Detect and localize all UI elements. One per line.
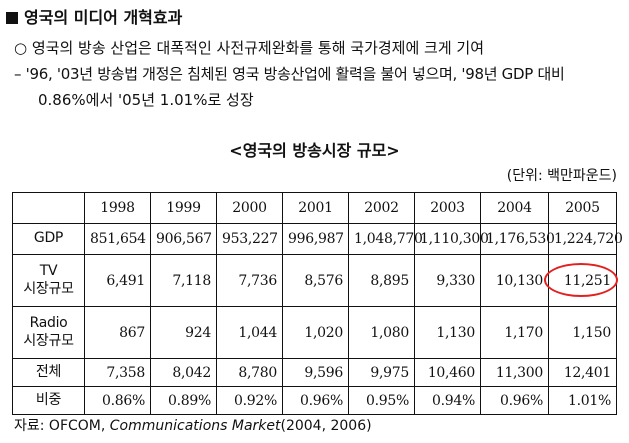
value-cell: 906,567 — [150, 223, 217, 255]
year-header: 2005 — [548, 192, 617, 224]
row-label: Radio 시장규모 — [12, 306, 85, 359]
source-suffix: (2004, 2006) — [280, 418, 372, 434]
value-cell: 1,080 — [348, 306, 415, 359]
detail-text-line1: – '96, '03년 방송법 개정은 침체된 영국 방송산업에 활력을 불어 … — [14, 65, 565, 83]
value-cell: 1,224,720 — [548, 223, 623, 255]
value-cell: 851,654 — [84, 223, 151, 255]
value-cell: 8,042 — [150, 358, 217, 387]
value-cell: 7,118 — [150, 254, 217, 307]
value-cell: 6,491 — [84, 254, 151, 307]
table-header-row: 1998 1999 2000 2001 2002 2003 2004 2005 — [12, 192, 617, 224]
value-cell: 996,987 — [282, 223, 349, 255]
section-heading-text: 영국의 미디어 개혁효과 — [24, 8, 183, 27]
value-cell: 8,576 — [282, 254, 349, 307]
value-cell: 1,176,530 — [480, 223, 555, 255]
value-cell: 9,596 — [282, 358, 349, 387]
broadcast-market-table: 1998 1999 2000 2001 2002 2003 2004 2005 GDP 851,6… — [12, 192, 623, 415]
value-cell: 0.96% — [480, 386, 549, 415]
value-cell: 1,150 — [548, 306, 617, 359]
highlighted-value: 11,251 — [544, 262, 618, 297]
table-row: 전체 7,358 8,042 8,780 9,596 9,975 10,460 11,300 1… — [12, 358, 617, 387]
row-label: 비중 — [12, 386, 85, 415]
value-cell: 12,401 — [548, 358, 617, 387]
value-cell: 0.89% — [150, 386, 217, 415]
year-header: 2001 — [282, 192, 349, 224]
table-caption: <영국의 방송시장 규모> — [229, 141, 400, 160]
value-cell: 953,227 — [216, 223, 283, 255]
year-header: 2000 — [216, 192, 283, 224]
value-cell: 1,044 — [216, 306, 283, 359]
year-header: 2002 — [348, 192, 415, 224]
value-cell: 924 — [150, 306, 217, 359]
table-row: Radio 시장규모 867 924 1,044 1,020 1,080 1,130 1,170… — [12, 306, 617, 359]
source-prefix: 자료: OFCOM, — [14, 418, 110, 434]
value-cell: 0.96% — [282, 386, 349, 415]
header-corner-cell — [12, 192, 85, 224]
value-cell: 867 — [84, 306, 151, 359]
value-cell: 8,895 — [348, 254, 415, 307]
table-row: GDP 851,654 906,567 953,227 996,987 1,048,770… — [12, 223, 623, 255]
value-cell: 0.86% — [84, 386, 151, 415]
year-header: 1999 — [150, 192, 217, 224]
value-cell: 9,330 — [414, 254, 481, 307]
value-cell: 1,130 — [414, 306, 481, 359]
value-cell: 1,170 — [480, 306, 549, 359]
value-cell: 10,130 — [480, 254, 549, 307]
source-title: Communications Market — [109, 418, 281, 434]
table-unit: (단위: 백만파운드) — [506, 168, 617, 184]
table-row: TV 시장규모 6,491 7,118 7,736 8,576 8,895 9,330 10,1… — [12, 254, 618, 307]
value-cell: 9,975 — [348, 358, 415, 387]
row-label: 전체 — [12, 358, 85, 387]
value-cell: 10,460 — [414, 358, 481, 387]
detail-text-line2: 0.86%에서 '05년 1.01%로 성장 — [38, 91, 254, 109]
red-circle-highlight — [544, 262, 618, 297]
section-heading: 영국의 미디어 개혁효과 — [6, 4, 182, 28]
row-label: TV 시장규모 — [12, 254, 85, 307]
value-cell: 1.01% — [548, 386, 617, 415]
year-header: 1998 — [84, 192, 151, 224]
value-cell: 1,020 — [282, 306, 349, 359]
value-cell: 11,300 — [480, 358, 549, 387]
year-header: 2004 — [480, 192, 549, 224]
value-cell: 0.95% — [348, 386, 415, 415]
value-cell: 0.92% — [216, 386, 283, 415]
value-cell: 7,358 — [84, 358, 151, 387]
value-cell: 7,736 — [216, 254, 283, 307]
value-cell: 11,251 — [544, 254, 618, 307]
value-cell: 0.94% — [414, 386, 481, 415]
source-note: 자료: OFCOM, Communications Market(2004, 2… — [14, 415, 372, 435]
value-cell: 8,780 — [216, 358, 283, 387]
year-header: 2003 — [414, 192, 481, 224]
table-row: 비중 0.86% 0.89% 0.92% 0.96% 0.95% 0.94% 0.96% 1.0… — [12, 386, 617, 415]
value-cell: 1,048,770 — [348, 223, 423, 255]
row-label: GDP — [12, 223, 85, 255]
square-bullet-icon — [6, 12, 18, 24]
bullet-text: ○ 영국의 방송 산업은 대폭적인 사전규제완화를 통해 국가경제에 크게 기여 — [14, 39, 485, 57]
value-cell: 1,110,300 — [414, 223, 489, 255]
